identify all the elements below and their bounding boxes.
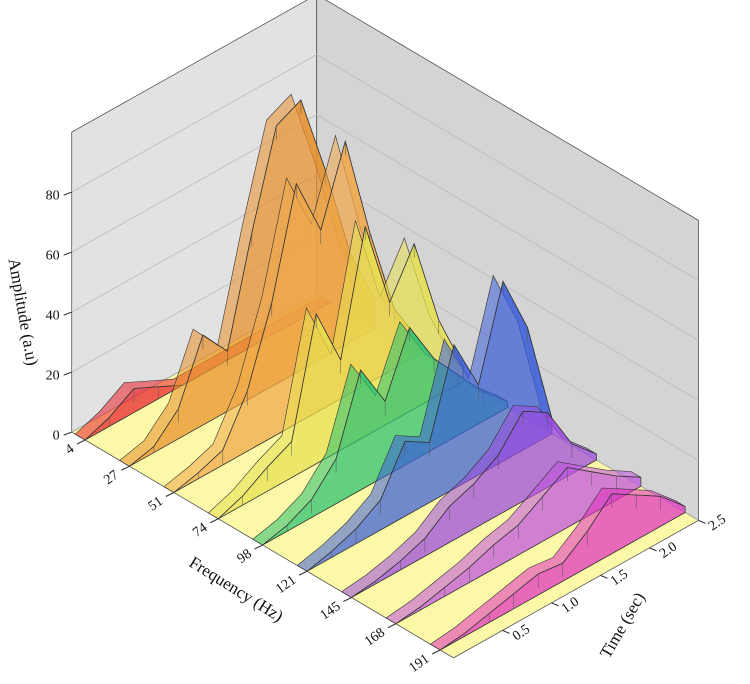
y-tick-label: 27 [101,468,121,488]
x-tick-label: 0.5 [510,622,533,644]
y-tick [298,570,308,576]
x-tick-label: 2.0 [657,539,680,561]
x-tick [502,629,510,634]
y-tick-label: 51 [146,494,166,514]
y-tick-label: 121 [273,573,299,597]
y-tick [343,597,352,602]
z-tick-label: 40 [46,308,60,323]
grid-line [71,114,699,341]
y-tick-label: 98 [235,547,255,567]
z-tick-label: 80 [46,188,60,203]
y-tick [121,465,130,471]
z-tick [63,311,72,316]
x-tick-label: 2.5 [706,512,729,534]
z-tick [63,431,72,436]
y-tick-label: 145 [318,599,344,623]
y-tick [431,649,441,655]
x-tick [551,602,559,607]
y-tick-label: 4 [63,442,77,458]
z-tick-label: 0 [53,428,60,443]
y-tick-label: 74 [190,520,210,540]
y-tick [209,518,219,524]
z-axis-title: Amplitude (a.u) [4,257,42,367]
x-tick [600,574,608,579]
x-tick-label: 1.5 [608,567,631,589]
x-tick [698,519,706,524]
z-tick [63,191,72,196]
y-tick [254,544,263,550]
z-tick [63,371,72,376]
z-tick-label: 20 [46,368,60,383]
x-tick [649,547,657,552]
grid-line [71,54,699,281]
y-tick [165,492,175,497]
x-axis-title: Time (sec) [596,589,649,661]
plot [74,93,686,651]
y-tick [387,623,397,629]
y-tick-label: 191 [407,652,433,676]
x-tick-label: 1.0 [559,594,582,616]
y-tick-label: 168 [362,625,388,649]
y-tick [76,439,86,445]
y-axis-title: Frequency (Hz) [186,553,287,626]
z-tick-label: 60 [46,248,60,263]
z-tick [63,251,72,256]
